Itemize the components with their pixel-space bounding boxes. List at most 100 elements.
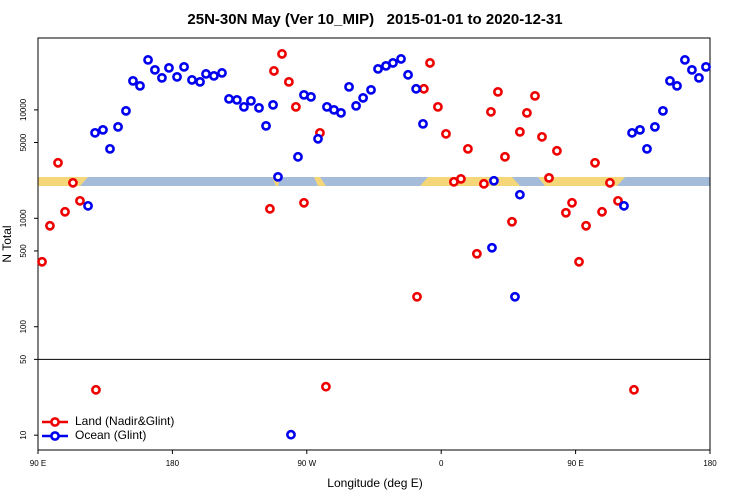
point	[581, 220, 591, 231]
point	[150, 64, 160, 75]
x-tick-label: 0	[439, 459, 444, 468]
point	[552, 145, 562, 156]
point	[412, 291, 422, 302]
point	[265, 203, 275, 214]
point	[514, 189, 525, 200]
point	[433, 101, 443, 112]
point	[68, 177, 78, 188]
point	[143, 55, 153, 65]
point	[286, 429, 296, 440]
x-tick-label: 180	[703, 459, 717, 468]
point	[629, 384, 639, 395]
point	[627, 127, 637, 138]
point	[463, 143, 473, 154]
point	[411, 83, 422, 94]
point	[105, 143, 115, 154]
point	[619, 200, 629, 211]
legend: Land (Nadir&Glint)Ocean (Glint)	[42, 414, 174, 442]
point	[91, 384, 101, 395]
point	[121, 105, 131, 116]
point	[172, 71, 182, 82]
point	[489, 175, 499, 186]
y-tick-label: 10	[19, 430, 28, 439]
point	[694, 72, 704, 83]
y-tick-label: 50	[19, 354, 28, 363]
point	[83, 200, 93, 211]
point	[201, 69, 211, 79]
point	[510, 291, 520, 302]
legend-label: Land (Nadir&Glint)	[75, 414, 174, 428]
point	[658, 105, 668, 116]
point	[135, 80, 145, 91]
point	[530, 90, 540, 101]
point	[418, 118, 428, 129]
point	[642, 143, 652, 154]
point	[493, 86, 503, 97]
x-tick-label: 90 E	[567, 459, 583, 468]
point	[597, 206, 607, 217]
point	[336, 107, 346, 118]
point	[75, 195, 85, 206]
point	[157, 72, 167, 83]
point	[649, 121, 660, 132]
point	[500, 151, 510, 162]
point	[269, 66, 279, 76]
point	[590, 157, 600, 168]
point	[544, 172, 554, 183]
point	[321, 381, 331, 392]
point	[239, 101, 249, 112]
point	[425, 58, 435, 68]
point	[388, 58, 398, 68]
point	[486, 106, 496, 117]
point	[567, 197, 577, 208]
point	[224, 94, 234, 104]
point	[283, 76, 294, 87]
point	[254, 102, 264, 113]
point	[299, 197, 309, 208]
point	[507, 216, 517, 227]
point	[665, 75, 675, 86]
y-tick-label: 1000	[19, 209, 28, 227]
point	[313, 133, 323, 144]
point	[164, 62, 174, 73]
point	[187, 75, 197, 85]
legend-marker	[50, 417, 60, 427]
point	[290, 101, 301, 112]
legend-marker	[50, 431, 60, 441]
point	[403, 69, 413, 80]
x-axis-label: Longitude (deg E)	[327, 476, 422, 490]
point	[60, 206, 70, 217]
point	[45, 220, 55, 231]
point	[373, 63, 383, 74]
point	[268, 99, 278, 110]
legend-label: Ocean (Glint)	[75, 428, 146, 442]
y-tick-label: 100	[19, 320, 28, 334]
point	[418, 83, 429, 94]
point	[701, 61, 711, 72]
point	[560, 207, 571, 218]
point	[232, 94, 242, 105]
point	[128, 75, 138, 86]
x-tick-label: 180	[166, 459, 180, 468]
point	[306, 91, 316, 102]
point	[179, 61, 189, 72]
y-tick-label: 500	[19, 244, 28, 258]
y-axis-label: N Total	[0, 225, 14, 262]
point	[217, 68, 227, 78]
point	[471, 248, 482, 259]
chart-title: 25N-30N May (Ver 10_MIP) 2015-01-01 to 2…	[187, 11, 562, 28]
point	[456, 173, 466, 184]
point	[396, 54, 406, 64]
point	[37, 256, 47, 267]
point	[90, 127, 100, 138]
plot-frame	[37, 37, 711, 451]
point	[98, 124, 108, 135]
point	[344, 81, 354, 92]
point	[487, 242, 497, 253]
point	[680, 55, 690, 65]
point	[358, 92, 368, 103]
point	[635, 124, 645, 135]
point	[613, 195, 623, 206]
point	[351, 100, 361, 111]
